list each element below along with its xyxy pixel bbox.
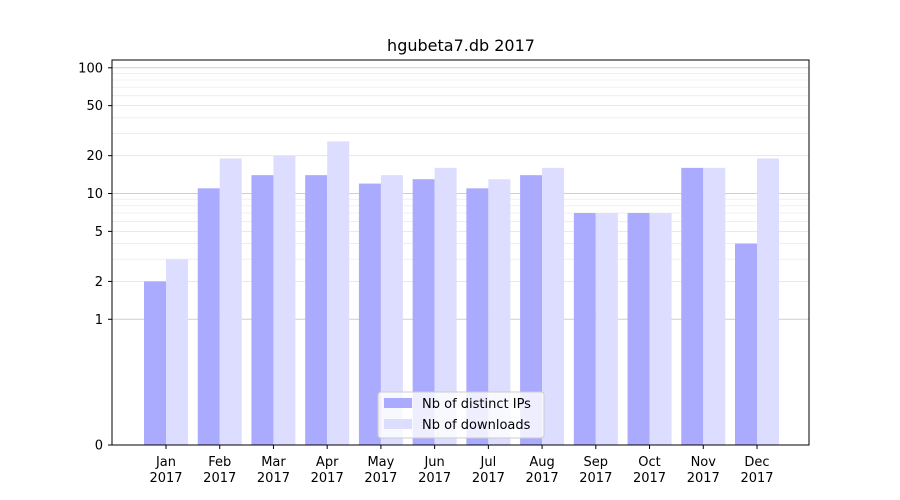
legend-swatch-downloads	[384, 419, 412, 429]
x-tick-label-year: 2017	[687, 471, 720, 486]
x-tick-label-month: Nov	[691, 455, 717, 470]
bar-downloads	[434, 167, 457, 445]
x-tick-label-year: 2017	[257, 471, 290, 486]
x-tick-label-year: 2017	[203, 471, 236, 486]
x-tick-label-year: 2017	[472, 471, 505, 486]
bar-distinct-ips	[144, 281, 166, 445]
x-tick-label-year: 2017	[311, 471, 344, 486]
x-tick-label-month: Jul	[480, 455, 497, 470]
bar-downloads	[488, 179, 511, 445]
bar-distinct-ips	[197, 188, 220, 445]
chart-title: hgubeta7.db 2017	[387, 36, 535, 55]
bar-distinct-ips	[573, 213, 596, 445]
bar-downloads	[219, 158, 242, 446]
bar-distinct-ips	[358, 183, 381, 446]
x-tick-label-year: 2017	[579, 471, 612, 486]
legend: Nb of distinct IPs Nb of downloads	[377, 391, 545, 439]
y-tick-label: 50	[86, 99, 103, 114]
bar-downloads	[273, 155, 296, 445]
bar-distinct-ips	[627, 213, 650, 445]
bar-distinct-ips	[681, 167, 704, 445]
x-tick-label-month: Jan	[155, 455, 176, 470]
bar-downloads	[542, 167, 565, 445]
legend-box	[377, 391, 545, 439]
y-axis: 0 1 2 5 10 20 50 100	[78, 61, 112, 454]
y-tick-label: 5	[95, 225, 103, 240]
bar-downloads	[757, 158, 779, 446]
bar-downloads	[327, 141, 350, 446]
bar-downloads	[595, 213, 618, 445]
x-tick-label-year: 2017	[364, 471, 397, 486]
bar-downloads	[166, 259, 188, 445]
legend-swatch-ips	[384, 398, 412, 408]
x-tick-label-month: Sep	[584, 455, 609, 470]
x-tick-label-month: Feb	[208, 455, 231, 470]
x-axis: Jan2017Feb2017Mar2017Apr2017May2017Jun20…	[149, 445, 774, 486]
bar-distinct-ips	[412, 179, 435, 445]
y-tick-label: 100	[78, 61, 103, 76]
bar-distinct-ips	[520, 175, 543, 446]
x-tick-label-year: 2017	[149, 471, 182, 486]
x-tick-label-year: 2017	[526, 471, 559, 486]
y-tick-label: 1	[95, 313, 103, 328]
plot-frame	[111, 59, 810, 446]
y-tick-label: 2	[95, 275, 103, 290]
x-tick-label-month: Jun	[423, 455, 444, 470]
x-tick-label-year: 2017	[418, 471, 451, 486]
x-tick-label-month: Aug	[529, 455, 554, 470]
x-tick-label-year: 2017	[633, 471, 666, 486]
bar-downloads	[380, 175, 403, 446]
bar-distinct-ips	[305, 175, 328, 446]
x-tick-label-month: Apr	[316, 455, 339, 470]
legend-label-ips: Nb of distinct IPs	[422, 397, 531, 412]
bar-distinct-ips	[466, 188, 489, 445]
y-tick-label: 20	[86, 149, 103, 164]
x-tick-label-year: 2017	[740, 471, 773, 486]
x-tick-label-month: Dec	[744, 455, 769, 470]
bar-distinct-ips	[251, 175, 274, 446]
x-tick-label-month: May	[367, 455, 394, 470]
bar-distinct-ips	[735, 243, 757, 445]
bars	[144, 141, 779, 446]
x-tick-label-month: Oct	[638, 455, 660, 470]
bar-downloads	[703, 167, 726, 445]
legend-label-downloads: Nb of downloads	[422, 418, 531, 433]
x-tick-label-month: Mar	[261, 455, 286, 470]
y-tick-label: 10	[86, 187, 103, 202]
bar-downloads	[649, 213, 672, 445]
y-tick-label: 0	[95, 439, 103, 454]
